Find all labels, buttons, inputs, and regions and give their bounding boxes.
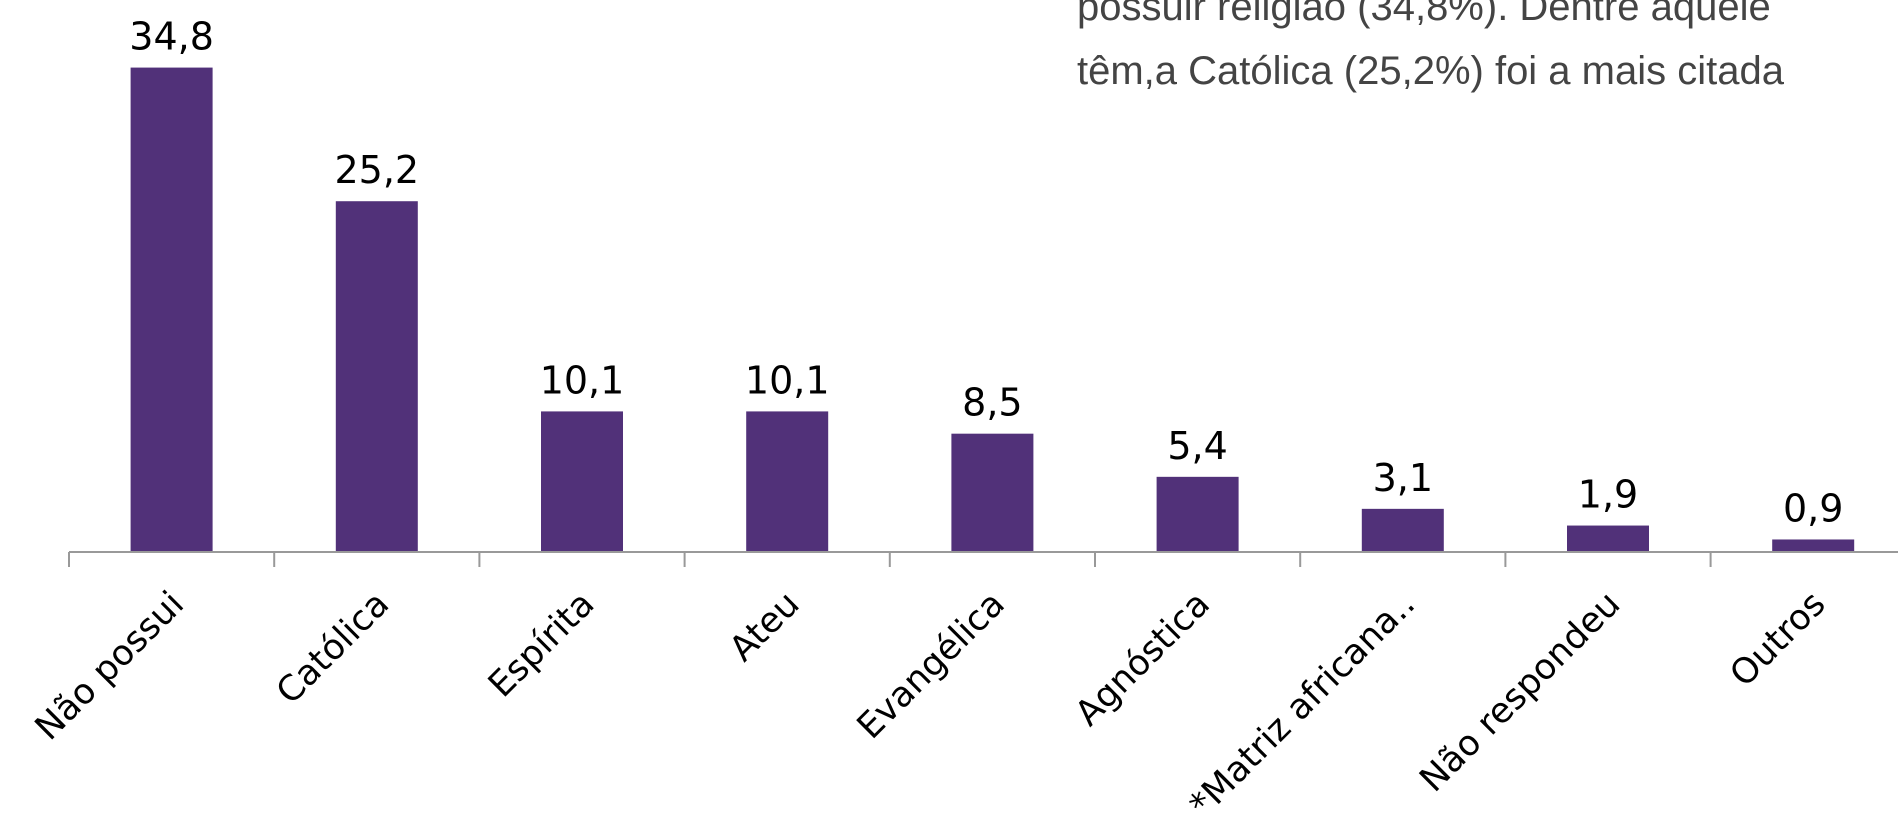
data-label: 10,1 (540, 358, 625, 402)
bar (1156, 476, 1239, 552)
bar (1772, 539, 1855, 552)
bar (1361, 508, 1444, 552)
bar (335, 201, 418, 552)
x-tick-label: Evangélica (850, 584, 1013, 747)
x-tick-label: Agnóstica (1068, 584, 1218, 734)
bar (746, 411, 829, 552)
x-tick-label: Outros (1723, 584, 1834, 695)
data-label: 1,9 (1578, 473, 1638, 517)
data-label: 25,2 (334, 148, 419, 192)
bar (951, 433, 1034, 552)
x-tick-label: Ateu (722, 584, 807, 669)
data-label: 0,9 (1783, 486, 1843, 530)
x-tick-label: *Matriz africana.. (1182, 584, 1423, 823)
data-label: 5,4 (1167, 424, 1227, 468)
data-label: 10,1 (745, 358, 830, 402)
annotation: têm,a Católica (25,2%) foi a mais citada (1077, 49, 1785, 93)
data-label: 8,5 (962, 381, 1022, 425)
data-label: 3,1 (1373, 456, 1433, 500)
annotation: possuir religião (34,8%). Dentre aquele (1077, 0, 1771, 29)
x-tick-label: Católica (269, 584, 397, 712)
x-tick-label: Espírita (481, 584, 602, 705)
data-label: 34,8 (129, 15, 214, 59)
bar (1567, 525, 1649, 552)
x-tick-label: Não respondeu (1412, 584, 1628, 800)
x-tick-label: Não possui (28, 584, 192, 748)
bar (130, 67, 213, 553)
bar (541, 411, 623, 552)
